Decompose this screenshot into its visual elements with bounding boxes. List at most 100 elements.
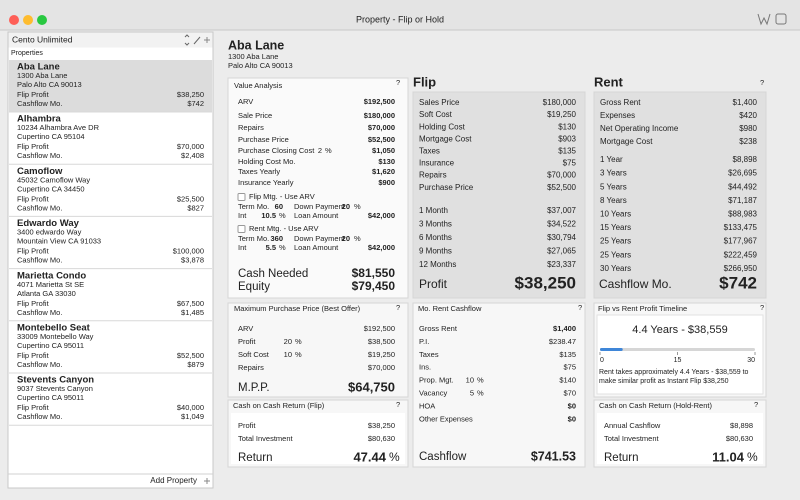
field-value[interactable]: 60 [275,202,283,211]
row-value: $222,459 [724,250,758,259]
property-name: Alhambra [17,114,62,125]
row-value[interactable]: $900 [378,178,395,187]
row-label: Expenses [600,111,635,120]
row-value: $177,967 [724,237,758,246]
row-value[interactable]: $192,500 [364,97,395,106]
row-unit: % [295,350,302,359]
timeline-panel [596,314,764,395]
property-address: 10234 Alhambra Ave DR [17,123,100,132]
flip-card [412,91,586,299]
row-label: P.I. [419,337,429,346]
row-unit: % [477,388,484,397]
field-value[interactable]: 20 [342,234,350,243]
total-label: M.P.P. [238,382,270,394]
pdf-icon[interactable] [757,13,771,26]
row-input[interactable]: 2 [318,146,322,155]
row-value: $70,000 [547,171,576,180]
checkbox[interactable] [237,225,246,233]
help-button[interactable]: ? [760,303,764,312]
total-label: Cashflow Mo. [599,277,672,291]
row-value: $80,630 [368,434,395,443]
row-value[interactable]: $52,500 [368,135,395,144]
help-button[interactable]: ? [760,78,764,87]
add-icon[interactable] [204,37,210,43]
help-button[interactable]: ? [396,400,400,409]
property-address: Palo Alto CA 90013 [228,61,293,70]
row-value: $130 [558,122,576,131]
row-label: Sale Price [238,111,272,120]
row-input[interactable]: 5 [470,388,474,397]
help-button[interactable]: ? [396,78,400,87]
row-value[interactable]: $0 [568,401,576,410]
row-value[interactable]: $0 [568,414,576,423]
sidebar-header [8,32,213,48]
row-value: $71,187 [728,196,757,205]
row-value[interactable]: $130 [378,157,395,166]
row-value[interactable]: $1,050 [372,146,395,155]
field-value[interactable]: 360 [270,234,283,243]
row-label: 25 Years [600,250,631,259]
zoom-button[interactable] [37,15,47,25]
help-button[interactable]: ? [578,303,582,312]
field-value[interactable]: 20 [342,202,350,211]
rent-cashflow-card [412,302,586,468]
help-button[interactable]: ? [396,303,400,312]
property-stat-label: Flip Profit [17,403,50,412]
edit-icon[interactable] [193,36,201,45]
property-stat-value: $742 [187,99,204,108]
add-property-icon[interactable] [204,478,210,484]
row-value[interactable]: $70,000 [368,123,395,132]
property-stat-label: Flip Profit [17,299,50,308]
row-label: 1 Month [419,206,448,215]
slider-tick-label: 15 [674,357,682,364]
field-unit: % [279,211,286,220]
field-unit: % [279,243,286,252]
row-input[interactable]: 10 [284,350,292,359]
property-stat-value: $100,000 [173,247,204,256]
field-value[interactable]: 5.5 [266,243,276,252]
property-stat-label: Cashflow Mo. [17,308,62,317]
row-label: 30 Years [600,264,631,273]
add-property-button[interactable]: Add Property [150,476,197,485]
close-button[interactable] [9,15,19,25]
row-value: $903 [558,134,576,143]
row-value[interactable]: $1,620 [372,167,395,176]
row-value[interactable]: $180,000 [364,111,395,120]
row-value[interactable]: $1,400 [553,324,576,333]
row-label: HOA [419,401,435,410]
row-value: $238 [739,137,757,146]
field-value: $42,000 [368,243,395,252]
field-label: Down Payment [294,202,346,211]
total-value: $741.53 [531,449,576,463]
property-stat-label: Flip Profit [17,90,50,99]
row-input[interactable]: 10 [466,376,474,385]
minimize-button[interactable] [23,15,33,25]
row-value: $180,000 [543,98,577,107]
row-value: $266,950 [724,264,758,273]
section-title: Rent [594,74,624,89]
sort-icon[interactable] [184,34,190,46]
property-address: 9037 Stevents Canyon [17,384,93,393]
property-stat-value: $25,500 [177,194,204,203]
slider-tick-label: 30 [747,357,755,364]
card-title: Cash on Cash Return (Flip) [233,401,325,410]
row-value: $80,630 [726,434,753,443]
field-value[interactable]: 10.5 [261,211,276,220]
help-button[interactable]: ? [754,400,758,409]
slider-fill[interactable] [600,348,623,351]
row-input[interactable]: 20 [284,337,292,346]
row-value: $75 [563,159,577,168]
value-analysis-card [227,77,409,299]
print-icon[interactable] [775,13,787,25]
property-address: Atlanta GA 33030 [17,289,76,298]
property-address: Mountain View CA 91033 [17,237,101,246]
property-name: Stevents Canyon [17,375,94,386]
total-value: $64,750 [348,379,395,394]
row-label: Profit [238,421,256,430]
checkbox[interactable] [237,193,246,201]
section-label: Properties [11,50,43,57]
row-value: $26,695 [728,169,757,178]
timeline-headline: 4.4 Years - $38,559 [632,324,727,336]
row-value: $75 [563,363,576,372]
property-address: 33009 Montebello Way [17,332,94,341]
